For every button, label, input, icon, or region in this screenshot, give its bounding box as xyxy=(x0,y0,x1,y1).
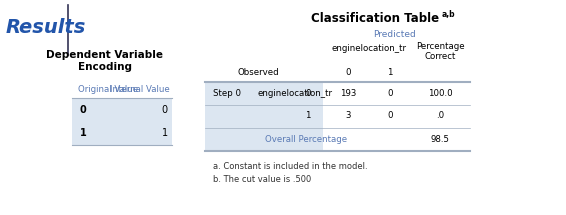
Text: Internal Value: Internal Value xyxy=(110,85,170,94)
Text: 0: 0 xyxy=(80,105,87,115)
Text: 1: 1 xyxy=(387,68,393,77)
Text: Dependent Variable
Encoding: Dependent Variable Encoding xyxy=(46,50,164,72)
Text: enginelocation_tr: enginelocation_tr xyxy=(332,44,406,53)
Text: 0: 0 xyxy=(345,68,351,77)
Text: 0: 0 xyxy=(162,105,168,115)
Text: Results: Results xyxy=(6,18,87,37)
Text: Predicted: Predicted xyxy=(372,30,415,39)
Text: 0: 0 xyxy=(387,112,393,120)
Text: 0: 0 xyxy=(305,89,311,97)
Text: enginelocation_tr: enginelocation_tr xyxy=(258,89,333,97)
Text: 3: 3 xyxy=(345,112,351,120)
Text: 1: 1 xyxy=(305,112,311,120)
Bar xyxy=(205,128,323,151)
Text: Classification Table: Classification Table xyxy=(311,12,439,25)
Text: a. Constant is included in the model.: a. Constant is included in the model. xyxy=(213,162,368,171)
Text: Overall Percentage: Overall Percentage xyxy=(265,135,347,143)
Text: a,b: a,b xyxy=(442,10,456,19)
Text: .0: .0 xyxy=(436,112,444,120)
Text: Observed: Observed xyxy=(237,68,279,77)
Text: 98.5: 98.5 xyxy=(431,135,449,143)
Text: b. The cut value is .500: b. The cut value is .500 xyxy=(213,175,311,184)
Bar xyxy=(72,122,172,145)
Text: Step 0: Step 0 xyxy=(213,89,241,97)
Text: 193: 193 xyxy=(340,89,356,97)
Text: 100.0: 100.0 xyxy=(428,89,452,97)
Text: 1: 1 xyxy=(162,128,168,138)
Text: 1: 1 xyxy=(80,128,87,138)
Text: Percentage
Correct: Percentage Correct xyxy=(415,42,464,61)
Text: 0: 0 xyxy=(387,89,393,97)
Bar xyxy=(205,82,323,105)
Bar xyxy=(205,105,323,128)
Bar xyxy=(72,99,172,122)
Text: Original Value: Original Value xyxy=(78,85,138,94)
